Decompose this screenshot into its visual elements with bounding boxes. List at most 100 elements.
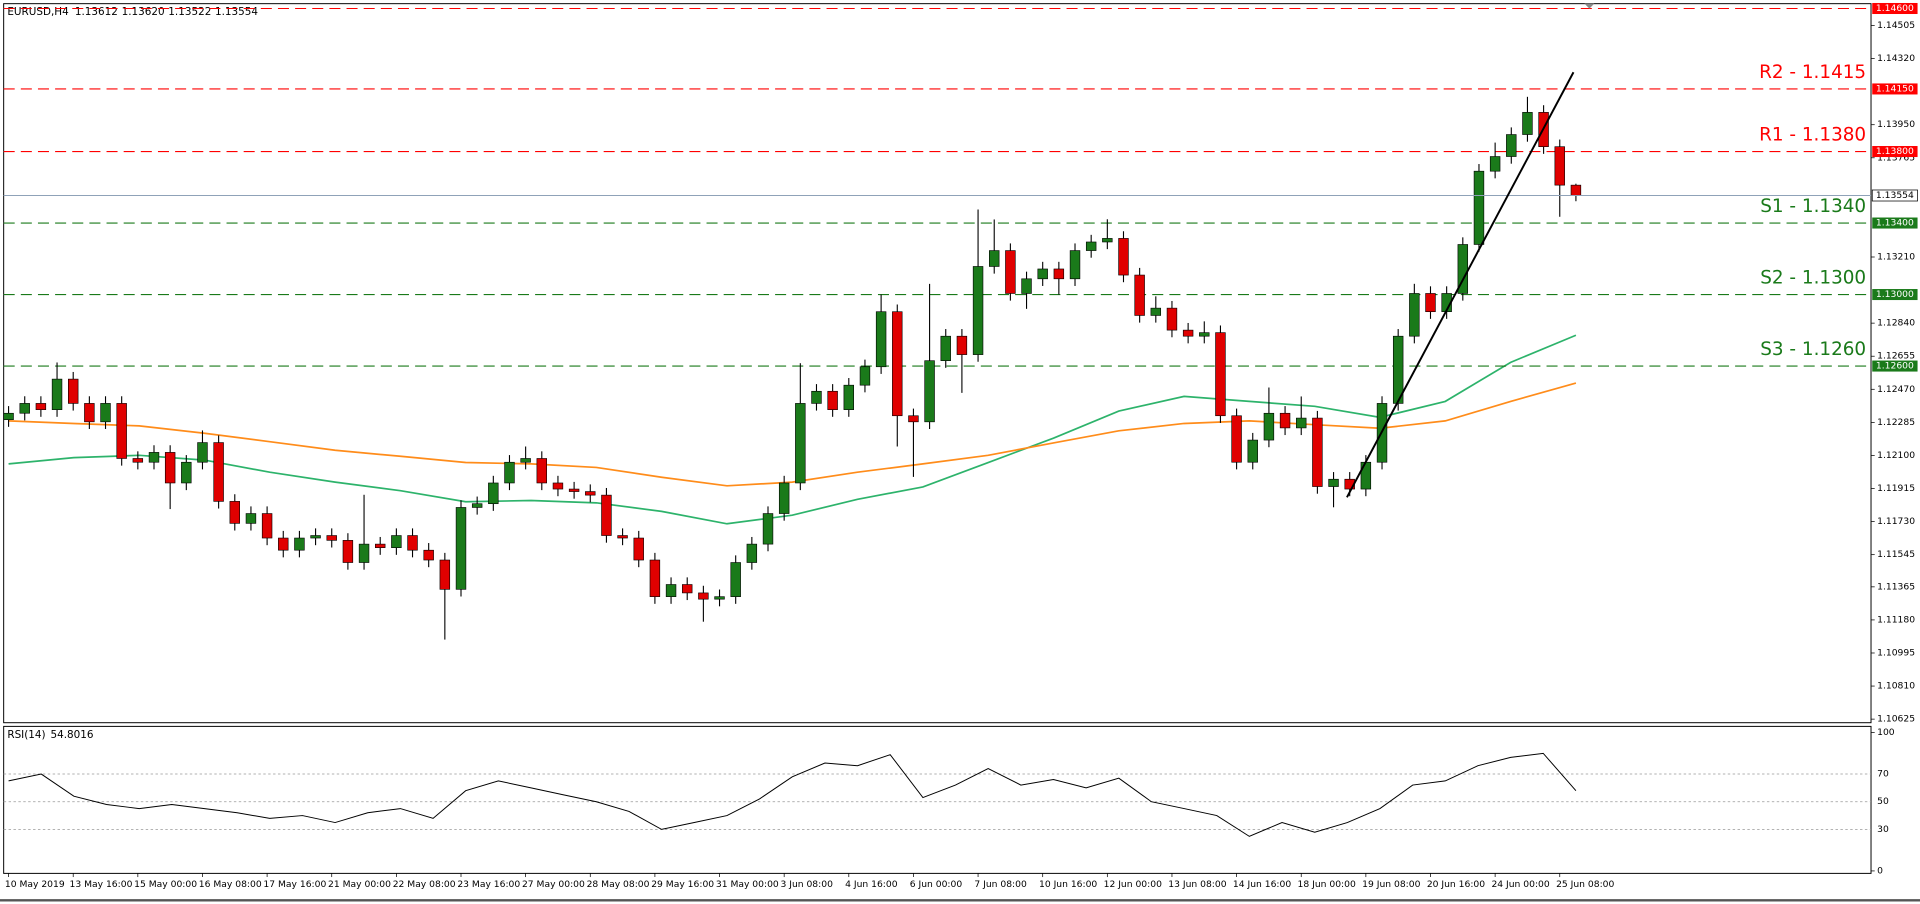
candle-body	[536, 458, 547, 484]
candle-body	[1263, 412, 1275, 441]
candle-body	[100, 403, 111, 423]
candle-body	[1328, 478, 1339, 487]
candle-body	[1231, 415, 1242, 463]
rsi-tick-label: 30	[1877, 824, 1889, 835]
candle-body	[84, 403, 95, 423]
candle-body	[665, 584, 677, 597]
x-tick-label: 18 Jun 00:00	[1298, 879, 1356, 890]
candle-body	[601, 494, 612, 536]
x-tick-label: 14 Jun 16:00	[1233, 879, 1291, 890]
candle-body	[391, 535, 402, 548]
level-name: R2 - 1.1415	[1759, 62, 1866, 83]
candle-body	[908, 415, 919, 423]
y-tick-label: 1.11365	[1877, 581, 1915, 592]
candle-body	[1150, 307, 1162, 316]
rsi-line	[8, 752, 1577, 837]
candle-body	[1037, 268, 1048, 280]
candle-body	[278, 537, 289, 551]
x-tick-label: 25 Jun 08:00	[1556, 879, 1614, 890]
header-high: 1.13620	[122, 6, 165, 18]
y-tick-label: 1.12285	[1877, 417, 1915, 428]
chart-header: EURUSD,H4 1.13612 1.13620 1.13522 1.13554	[7, 6, 258, 18]
header-low: 1.13522	[168, 6, 211, 18]
level-price: 1.14150	[1876, 83, 1914, 94]
candle-body	[843, 384, 855, 410]
y-tick-label: 1.12655	[1877, 351, 1915, 362]
candle-body	[1118, 238, 1129, 276]
level-box	[1872, 217, 1918, 229]
candle-body	[875, 311, 887, 368]
x-tick-label: 28 May 08:00	[587, 879, 650, 890]
candle-body	[1199, 332, 1210, 337]
candle-body	[552, 482, 564, 490]
y-tick-label: 1.11180	[1877, 614, 1915, 625]
candle-body	[181, 461, 192, 484]
candle-body	[1085, 241, 1097, 251]
x-tick-label: 10 May 2019	[5, 879, 65, 890]
rsi-tick-label: 100	[1877, 727, 1895, 738]
level-price: 1.13800	[1876, 146, 1914, 157]
y-tick-label: 1.11730	[1877, 516, 1915, 527]
candle-body	[1473, 170, 1485, 245]
candle-body	[1279, 412, 1291, 429]
candle-body	[1409, 293, 1420, 337]
x-tick-label: 27 May 00:00	[522, 879, 585, 890]
candle-body	[1522, 112, 1533, 135]
rsi-tick-label: 0	[1877, 865, 1883, 876]
candle-body	[1166, 307, 1178, 331]
x-tick-label: 16 May 08:00	[199, 879, 262, 890]
candle-body	[956, 335, 968, 355]
y-tick-label: 1.12100	[1877, 450, 1915, 461]
level-name: S3 - 1.1260	[1760, 339, 1866, 360]
x-tick-label: 3 Jun 08:00	[780, 879, 833, 890]
candle-body	[148, 452, 160, 463]
candle-body	[795, 403, 806, 484]
x-tick-label: 29 May 16:00	[651, 879, 714, 890]
x-tick-label: 6 Jun 00:00	[910, 879, 963, 890]
candle-body	[1069, 250, 1081, 280]
candle-body	[698, 592, 709, 600]
header-close: 1.13554	[215, 6, 258, 18]
x-tick-label: 12 Jun 00:00	[1104, 879, 1162, 890]
level-box	[1872, 360, 1918, 372]
candle-body	[375, 543, 386, 548]
y-tick-label: 1.11915	[1877, 483, 1915, 494]
candle-body	[892, 311, 903, 417]
candle-body	[1215, 332, 1226, 417]
level-price: 1.13400	[1876, 218, 1914, 229]
candle-body	[423, 549, 434, 561]
candle-body	[633, 537, 644, 561]
y-tick-label: 1.10810	[1877, 681, 1915, 692]
level-box	[1872, 2, 1918, 15]
x-tick-label: 22 May 08:00	[393, 879, 456, 890]
level-price: 1.14600	[1876, 3, 1914, 14]
level-box	[1872, 83, 1918, 95]
level-name: R3 - 1.1460	[1759, 0, 1866, 3]
rsi-panel-frame	[3, 725, 1872, 874]
candle-body	[439, 559, 451, 590]
level-price: 1.12600	[1876, 361, 1914, 372]
candle-body	[68, 378, 79, 404]
candle-body	[1021, 278, 1032, 294]
candle-body	[310, 535, 321, 539]
x-tick-label: 31 May 00:00	[716, 879, 779, 890]
candle-body	[342, 540, 354, 563]
level-box	[1872, 289, 1918, 301]
candle-body	[1425, 293, 1436, 313]
rsi-tick-label: 70	[1877, 769, 1889, 780]
candle-body	[649, 559, 661, 597]
x-tick-label: 21 May 00:00	[328, 879, 391, 890]
candle-body	[116, 403, 127, 459]
x-tick-label: 23 May 16:00	[457, 879, 520, 890]
level-name: R1 - 1.1380	[1759, 125, 1866, 146]
rsi-name: RSI(14)	[7, 729, 45, 741]
rsi-header: RSI(14) 54.8016	[7, 729, 93, 741]
candle-body	[989, 250, 1000, 267]
candle-body	[972, 266, 984, 355]
rsi-last: 54.8016	[51, 729, 94, 741]
candle-body	[1392, 335, 1404, 404]
candle-body	[1296, 417, 1307, 429]
moving-average	[8, 334, 1577, 525]
